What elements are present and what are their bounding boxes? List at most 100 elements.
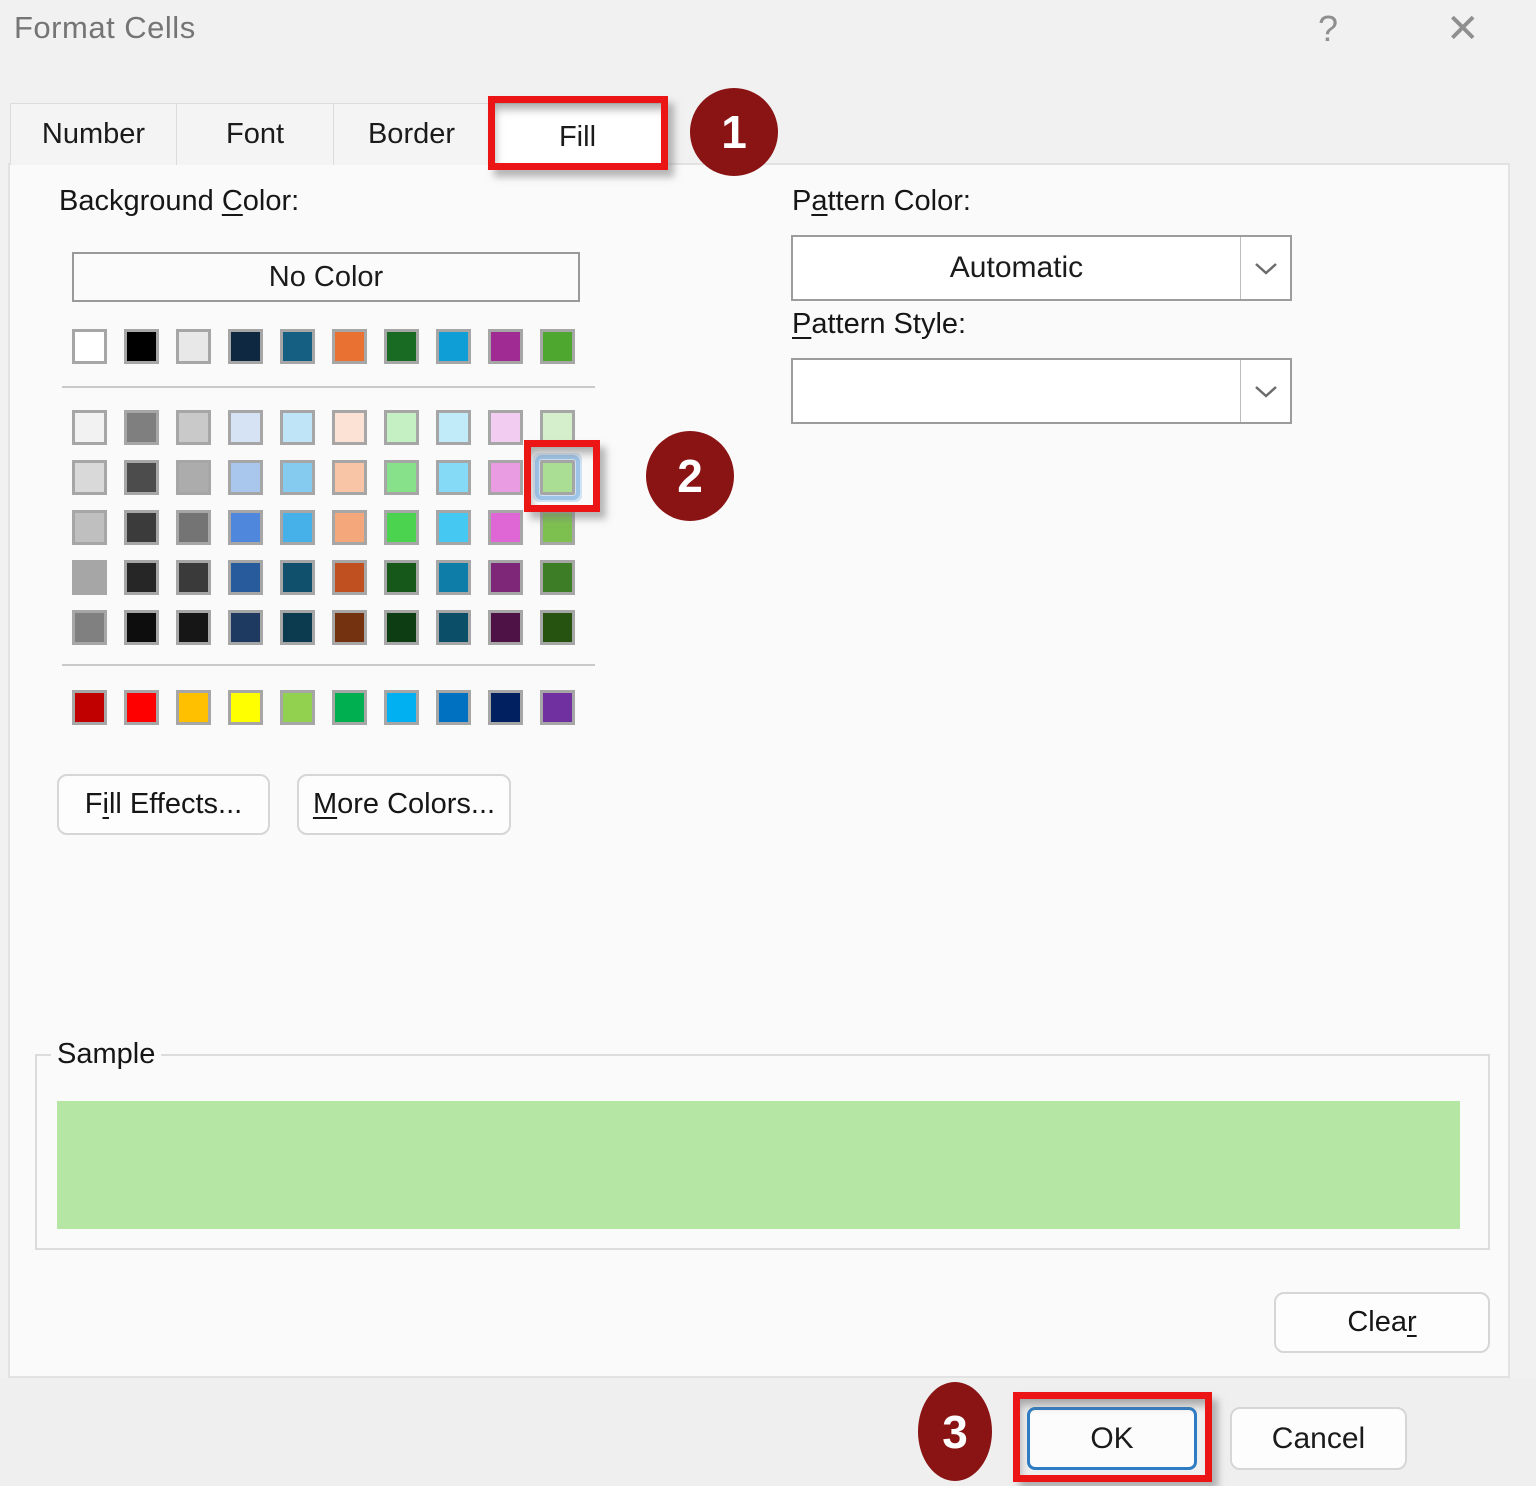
sample-groupbox: Sample [35,1038,1490,1250]
sample-preview [57,1101,1460,1229]
color-swatch[interactable] [176,329,211,364]
color-swatch[interactable] [228,560,263,595]
fill-effects-button[interactable]: Fill Effects... [57,774,270,835]
color-swatch[interactable] [488,460,523,495]
tab-strip: Number Font Border Fill [10,103,666,171]
pattern-color-dropdown[interactable]: Automatic [791,235,1292,301]
color-swatch[interactable] [332,610,367,645]
more-colors-button[interactable]: More Colors... [297,774,511,835]
color-swatch[interactable] [332,410,367,445]
cancel-button[interactable]: Cancel [1230,1407,1407,1470]
color-swatch[interactable] [228,460,263,495]
chevron-down-icon[interactable] [1240,237,1290,299]
color-swatch[interactable] [124,460,159,495]
color-swatch[interactable] [228,510,263,545]
color-swatch[interactable] [280,460,315,495]
color-swatch[interactable] [176,690,211,725]
color-swatch[interactable] [540,560,575,595]
pattern-style-label: Pattern Style: [792,308,967,340]
color-swatch[interactable] [72,510,107,545]
annotation-highlight-ok-button [1013,1392,1212,1482]
color-swatch[interactable] [332,460,367,495]
dialog-footer: OK Cancel [0,1378,1536,1486]
tab-border[interactable]: Border [334,104,490,165]
help-icon[interactable]: ? [1318,8,1339,49]
chevron-down-icon[interactable] [1240,360,1290,422]
tab-font[interactable]: Font [177,104,334,165]
sample-label: Sample [51,1038,162,1071]
color-swatch[interactable] [488,610,523,645]
color-swatch[interactable] [436,410,471,445]
color-swatch[interactable] [72,610,107,645]
color-swatch[interactable] [176,410,211,445]
color-swatch[interactable] [280,690,315,725]
pattern-style-dropdown[interactable] [791,358,1292,424]
color-swatch[interactable] [280,610,315,645]
color-swatch[interactable] [488,329,523,364]
color-swatch[interactable] [384,690,419,725]
color-swatch[interactable] [384,610,419,645]
ok-button[interactable]: OK [1027,1407,1197,1470]
color-swatch[interactable] [332,329,367,364]
color-swatch[interactable] [124,410,159,445]
color-swatch[interactable] [72,460,107,495]
color-swatch[interactable] [540,610,575,645]
close-icon[interactable]: ✕ [1446,7,1480,51]
color-swatch[interactable] [124,510,159,545]
color-swatch[interactable] [384,560,419,595]
color-swatch[interactable] [124,560,159,595]
color-swatch[interactable] [280,329,315,364]
color-swatch[interactable] [332,690,367,725]
selected-color-swatch[interactable] [535,455,580,500]
color-swatch[interactable] [332,560,367,595]
color-swatch[interactable] [436,560,471,595]
color-swatch[interactable] [384,410,419,445]
color-swatch[interactable] [124,610,159,645]
title-bar: Format Cells ? ✕ [0,0,1536,96]
color-swatch[interactable] [436,329,471,364]
color-swatch[interactable] [280,560,315,595]
color-swatch[interactable] [540,329,575,364]
color-swatch[interactable] [72,690,107,725]
theme-color-row [72,329,575,364]
color-swatch[interactable] [436,690,471,725]
color-swatch[interactable] [280,410,315,445]
color-swatch[interactable] [436,460,471,495]
color-swatch[interactable] [72,329,107,364]
no-color-button[interactable]: No Color [72,252,580,302]
dialog-title: Format Cells [14,10,196,45]
color-swatch[interactable] [488,560,523,595]
color-swatch[interactable] [228,610,263,645]
tab-fill[interactable]: Fill [490,104,666,171]
color-swatch[interactable] [488,510,523,545]
pattern-color-value: Automatic [949,251,1084,284]
color-swatch[interactable] [228,690,263,725]
color-swatch[interactable] [384,329,419,364]
color-swatch[interactable] [488,690,523,725]
color-swatch[interactable] [280,510,315,545]
color-swatch[interactable] [72,410,107,445]
color-swatch[interactable] [488,410,523,445]
color-swatch[interactable] [332,510,367,545]
tab-number[interactable]: Number [10,104,177,165]
color-swatch[interactable] [72,560,107,595]
color-swatch[interactable] [176,460,211,495]
color-swatch[interactable] [228,410,263,445]
color-swatch[interactable] [176,610,211,645]
color-swatch[interactable] [384,510,419,545]
color-swatch[interactable] [540,690,575,725]
color-swatch[interactable] [540,510,575,545]
clear-button[interactable]: Clear [1274,1292,1490,1353]
color-swatch[interactable] [176,510,211,545]
color-swatch[interactable] [436,510,471,545]
color-swatch[interactable] [124,690,159,725]
standard-color-row [72,690,575,725]
color-swatch[interactable] [124,329,159,364]
color-swatch[interactable] [176,560,211,595]
color-swatch[interactable] [228,329,263,364]
tint-color-grid [72,410,580,660]
fill-tab-page: Background Color: No Color Fill Effects.… [8,163,1510,1378]
color-swatch[interactable] [384,460,419,495]
color-swatch[interactable] [436,610,471,645]
